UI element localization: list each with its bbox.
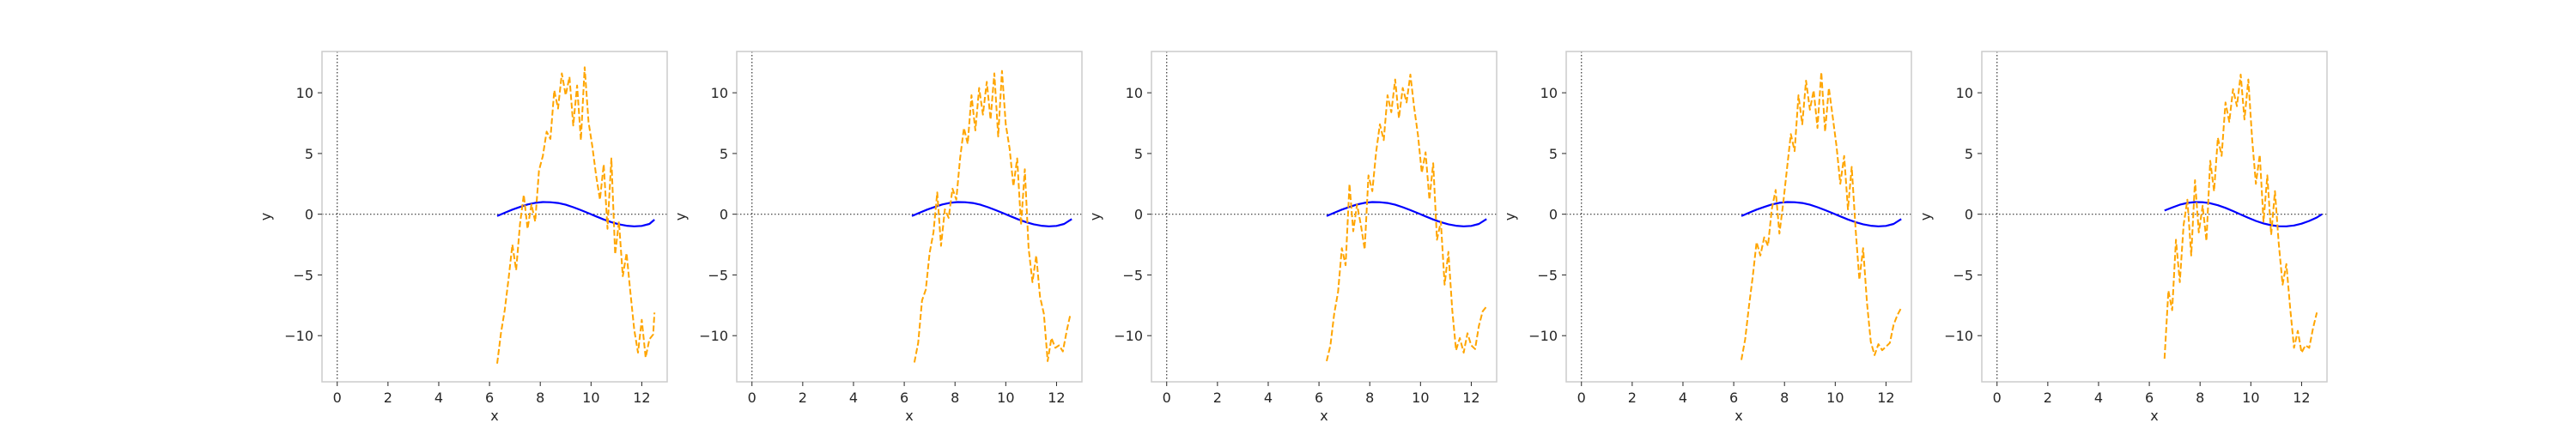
x-tick-label: 2 [1213,390,1222,406]
x-tick-label: 12 [1048,390,1065,406]
x-tick-label: 0 [1993,390,2002,406]
y-axis-label: y [1087,213,1103,221]
y-tick-label: 0 [1965,207,1973,223]
y-tick-label: −5 [1537,267,1558,283]
y-tick-label: 0 [1134,207,1143,223]
x-axis-label: x [1735,408,1742,424]
noisy-series-line [1741,71,1903,360]
axes-frame [1981,51,2328,383]
x-tick-label: 8 [951,390,959,406]
y-tick-label: −10 [1114,328,1143,344]
y-axis-label: y [1502,213,1518,221]
sine-series-line [2164,201,2323,227]
y-axis-label: y [258,213,274,221]
x-tick-label: 2 [799,390,807,406]
x-tick-label: 8 [536,390,544,406]
y-axis-label: y [1917,213,1934,221]
x-tick-label: 0 [333,390,342,406]
x-tick-label: 8 [1365,390,1374,406]
x-tick-label: 4 [1679,390,1687,406]
x-tick-label: 4 [2094,390,2103,406]
subplot-3: 0 2 4 6 8 10 12 −10 −5 0 5 10 x y [1087,51,1498,424]
subplot-2: 0 2 4 6 8 10 12 −10 −5 0 5 10 x y [672,51,1083,424]
y-tick-label: −5 [708,267,728,283]
x-tick-label: 12 [633,390,650,406]
subplot-5: 0 2 4 6 8 10 12 −10 −5 0 5 10 x y [1917,51,2328,424]
x-tick-label: 6 [485,390,494,406]
x-tick-label: 10 [582,390,599,406]
x-tick-label: 2 [2044,390,2052,406]
y-tick-label: 10 [296,85,313,101]
y-axis-label: y [672,213,689,221]
y-tick-label: 5 [305,146,313,162]
x-tick-label: 0 [1163,390,1171,406]
y-tick-label: 10 [1956,85,1973,101]
x-tick-label: 2 [1628,390,1637,406]
subplot-1: 0 2 4 6 8 10 12 −10 −5 0 5 10 x y [258,51,668,424]
x-tick-label: 8 [1780,390,1789,406]
noisy-series-line [2163,73,2318,360]
x-tick-label: 10 [1826,390,1844,406]
noisy-series-line [913,69,1072,363]
x-axis-label: x [2150,408,2158,424]
x-axis-label: x [1320,408,1327,424]
y-tick-label: 5 [720,146,728,162]
x-tick-label: 6 [900,390,908,406]
axes-frame [321,51,668,383]
subplot-4: 0 2 4 6 8 10 12 −10 −5 0 5 10 x y [1502,51,1912,424]
x-tick-label: 12 [1877,390,1894,406]
x-axis-label: x [490,408,498,424]
sine-series-line [1326,201,1487,227]
axes-frame [1151,51,1498,383]
axes-frame [736,51,1083,383]
x-tick-label: 0 [748,390,756,406]
axes-frame [1565,51,1912,383]
y-tick-label: 10 [711,85,728,101]
x-tick-label: 4 [1264,390,1273,406]
y-tick-label: −10 [1944,328,1973,344]
y-tick-label: 10 [1540,85,1558,101]
x-tick-label: 0 [1577,390,1586,406]
x-tick-label: 12 [2293,390,2310,406]
x-tick-label: 8 [2196,390,2204,406]
y-tick-label: 0 [720,207,728,223]
x-tick-label: 2 [384,390,392,406]
sine-series-line [496,201,655,227]
x-tick-label: 10 [997,390,1014,406]
y-tick-label: −5 [293,267,313,283]
x-axis-label: x [905,408,913,424]
sine-series-line [1741,201,1902,227]
x-tick-label: 4 [849,390,858,406]
x-tick-label: 10 [2242,390,2259,406]
y-tick-label: 0 [305,207,313,223]
y-tick-label: −10 [1528,328,1558,344]
noisy-series-line [496,66,656,364]
y-tick-label: 5 [1134,146,1143,162]
x-tick-label: 6 [1315,390,1323,406]
noisy-series-line [1326,73,1487,362]
y-tick-label: 5 [1549,146,1558,162]
y-tick-label: 0 [1549,207,1558,223]
y-tick-label: 10 [1126,85,1143,101]
y-tick-label: 5 [1965,146,1973,162]
y-tick-label: −5 [1122,267,1143,283]
x-tick-label: 12 [1462,390,1479,406]
y-tick-label: −10 [284,328,313,344]
x-tick-label: 10 [1412,390,1429,406]
y-tick-label: −10 [699,328,728,344]
x-tick-label: 6 [2145,390,2154,406]
x-tick-label: 4 [434,390,443,406]
y-tick-label: −5 [1953,267,1973,283]
x-tick-label: 6 [1729,390,1738,406]
